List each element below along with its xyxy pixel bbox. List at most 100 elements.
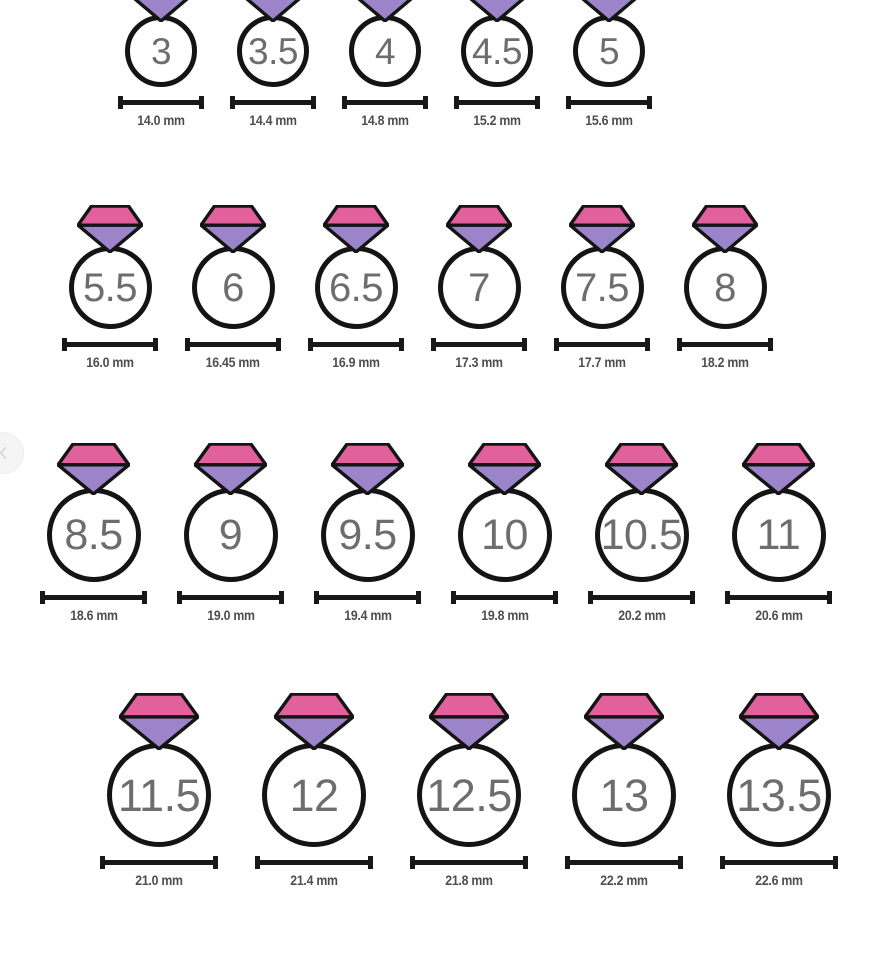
- diameter-ruler-icon: [230, 96, 316, 109]
- diameter-measurement-label: 19.8 mm: [480, 607, 529, 623]
- diameter-measurement-label: 20.6 mm: [754, 607, 803, 623]
- diamond-gem-icon: [77, 205, 143, 253]
- ring-size-label: 13.5: [736, 769, 822, 821]
- diameter-ruler-icon: [554, 338, 650, 351]
- ring-figure: 9: [183, 443, 278, 582]
- diamond-gem-icon: [742, 443, 815, 495]
- ring-figure: 10: [457, 443, 552, 582]
- measurement-group: 19.0 mm: [177, 591, 284, 622]
- diamond-gem-icon: [200, 205, 266, 253]
- ring-band: 8: [683, 246, 767, 329]
- diameter-measurement-label: 14.8 mm: [361, 112, 409, 128]
- ring-size-label: 7.5: [574, 265, 630, 310]
- ring-size-row: 3 14.0 mm 3.5 14.4 mm 4 14.8 mm 4.5 15.2 mm 5 15.…: [118, 0, 652, 127]
- diameter-ruler-icon: [255, 856, 373, 869]
- ring-size-item: 5.5 16.0 mm: [62, 205, 158, 369]
- measurement-group: 14.4 mm: [230, 96, 316, 127]
- ring-size-item: 12 21.4 mm: [255, 693, 373, 887]
- ring-figure: 13: [572, 693, 676, 847]
- ring-figure: 6: [191, 205, 275, 329]
- diameter-ruler-icon: [118, 96, 204, 109]
- ring-band: 13: [572, 743, 676, 847]
- ring-size-label: 10.5: [600, 510, 683, 559]
- ring-band: 11.5: [107, 743, 211, 847]
- diamond-gem-icon: [569, 205, 635, 253]
- diamond-gem-icon: [605, 443, 678, 495]
- ring-figure: 4: [349, 0, 421, 87]
- diameter-ruler-icon: [40, 591, 147, 604]
- diameter-measurement-label: 22.2 mm: [600, 872, 648, 888]
- diamond-gem-icon: [323, 205, 389, 253]
- diameter-measurement-label: 15.2 mm: [473, 112, 521, 128]
- diameter-measurement-label: 14.4 mm: [249, 112, 297, 128]
- diamond-gem-icon: [331, 443, 404, 495]
- ring-size-item: 10.5 20.2 mm: [588, 443, 695, 622]
- diameter-ruler-icon: [410, 856, 528, 869]
- measurement-group: 21.0 mm: [100, 856, 218, 887]
- diamond-gem-icon: [243, 0, 303, 22]
- diameter-measurement-label: 22.6 mm: [755, 872, 803, 888]
- ring-figure: 10.5: [594, 443, 689, 582]
- ring-size-label: 4.5: [472, 30, 522, 72]
- ring-figure: 12.5: [417, 693, 521, 847]
- ring-size-row: 11.5 21.0 mm 12 21.4 mm 12.5 21.8 mm 13 22.2 mm…: [100, 693, 838, 887]
- measurement-group: 16.9 mm: [308, 338, 404, 369]
- ring-band: 12.5: [417, 743, 521, 847]
- ring-band: 11: [731, 488, 826, 582]
- diamond-gem-icon: [131, 0, 191, 22]
- ring-figure: 9.5: [320, 443, 415, 582]
- ring-size-item: 10 19.8 mm: [451, 443, 558, 622]
- ring-size-label: 13: [599, 769, 649, 821]
- ring-size-label: 5.5: [82, 265, 138, 310]
- diameter-ruler-icon: [451, 591, 558, 604]
- ring-size-item: 8.5 18.6 mm: [40, 443, 147, 622]
- carousel-prev-button[interactable]: [0, 432, 24, 474]
- diameter-ruler-icon: [314, 591, 421, 604]
- ring-figure: 8.5: [46, 443, 141, 582]
- ring-band: 7: [437, 246, 521, 329]
- ring-figure: 4.5: [461, 0, 533, 87]
- measurement-group: 15.2 mm: [454, 96, 540, 127]
- ring-figure: 6.5: [314, 205, 398, 329]
- diamond-gem-icon: [692, 205, 758, 253]
- ring-size-item: 12.5 21.8 mm: [410, 693, 528, 887]
- diameter-measurement-label: 19.0 mm: [206, 607, 255, 623]
- ring-figure: 8: [683, 205, 767, 329]
- diamond-gem-icon: [446, 205, 512, 253]
- diamond-gem-icon: [467, 0, 527, 22]
- measurement-group: 17.7 mm: [554, 338, 650, 369]
- measurement-group: 20.6 mm: [725, 591, 832, 622]
- ring-size-item: 13.5 22.6 mm: [720, 693, 838, 887]
- ring-size-label: 9: [218, 510, 243, 559]
- diameter-ruler-icon: [431, 338, 527, 351]
- diameter-measurement-label: 17.7 mm: [578, 354, 626, 370]
- ring-size-label: 7: [468, 265, 490, 310]
- diameter-measurement-label: 15.6 mm: [585, 112, 633, 128]
- measurement-group: 14.8 mm: [342, 96, 428, 127]
- diameter-ruler-icon: [720, 856, 838, 869]
- ring-size-item: 9 19.0 mm: [177, 443, 284, 622]
- ring-size-label: 8.5: [64, 510, 123, 559]
- measurement-group: 19.8 mm: [451, 591, 558, 622]
- ring-figure: 3.5: [237, 0, 309, 87]
- ring-band: 3: [125, 15, 197, 87]
- ring-size-item: 13 22.2 mm: [565, 693, 683, 887]
- ring-figure: 3: [125, 0, 197, 87]
- diamond-gem-icon: [274, 693, 354, 750]
- ring-size-label: 10: [481, 510, 528, 559]
- ring-figure: 13.5: [727, 693, 831, 847]
- measurement-group: 21.8 mm: [410, 856, 528, 887]
- chevron-left-icon: [0, 445, 11, 461]
- ring-band: 12: [262, 743, 366, 847]
- diameter-ruler-icon: [725, 591, 832, 604]
- ring-size-item: 7 17.3 mm: [431, 205, 527, 369]
- ring-size-label: 11: [756, 510, 801, 559]
- measurement-group: 19.4 mm: [314, 591, 421, 622]
- ring-band: 4: [349, 15, 421, 87]
- diamond-gem-icon: [429, 693, 509, 750]
- measurement-group: 17.3 mm: [431, 338, 527, 369]
- ring-band: 13.5: [727, 743, 831, 847]
- diameter-measurement-label: 21.8 mm: [445, 872, 493, 888]
- diamond-gem-icon: [584, 693, 664, 750]
